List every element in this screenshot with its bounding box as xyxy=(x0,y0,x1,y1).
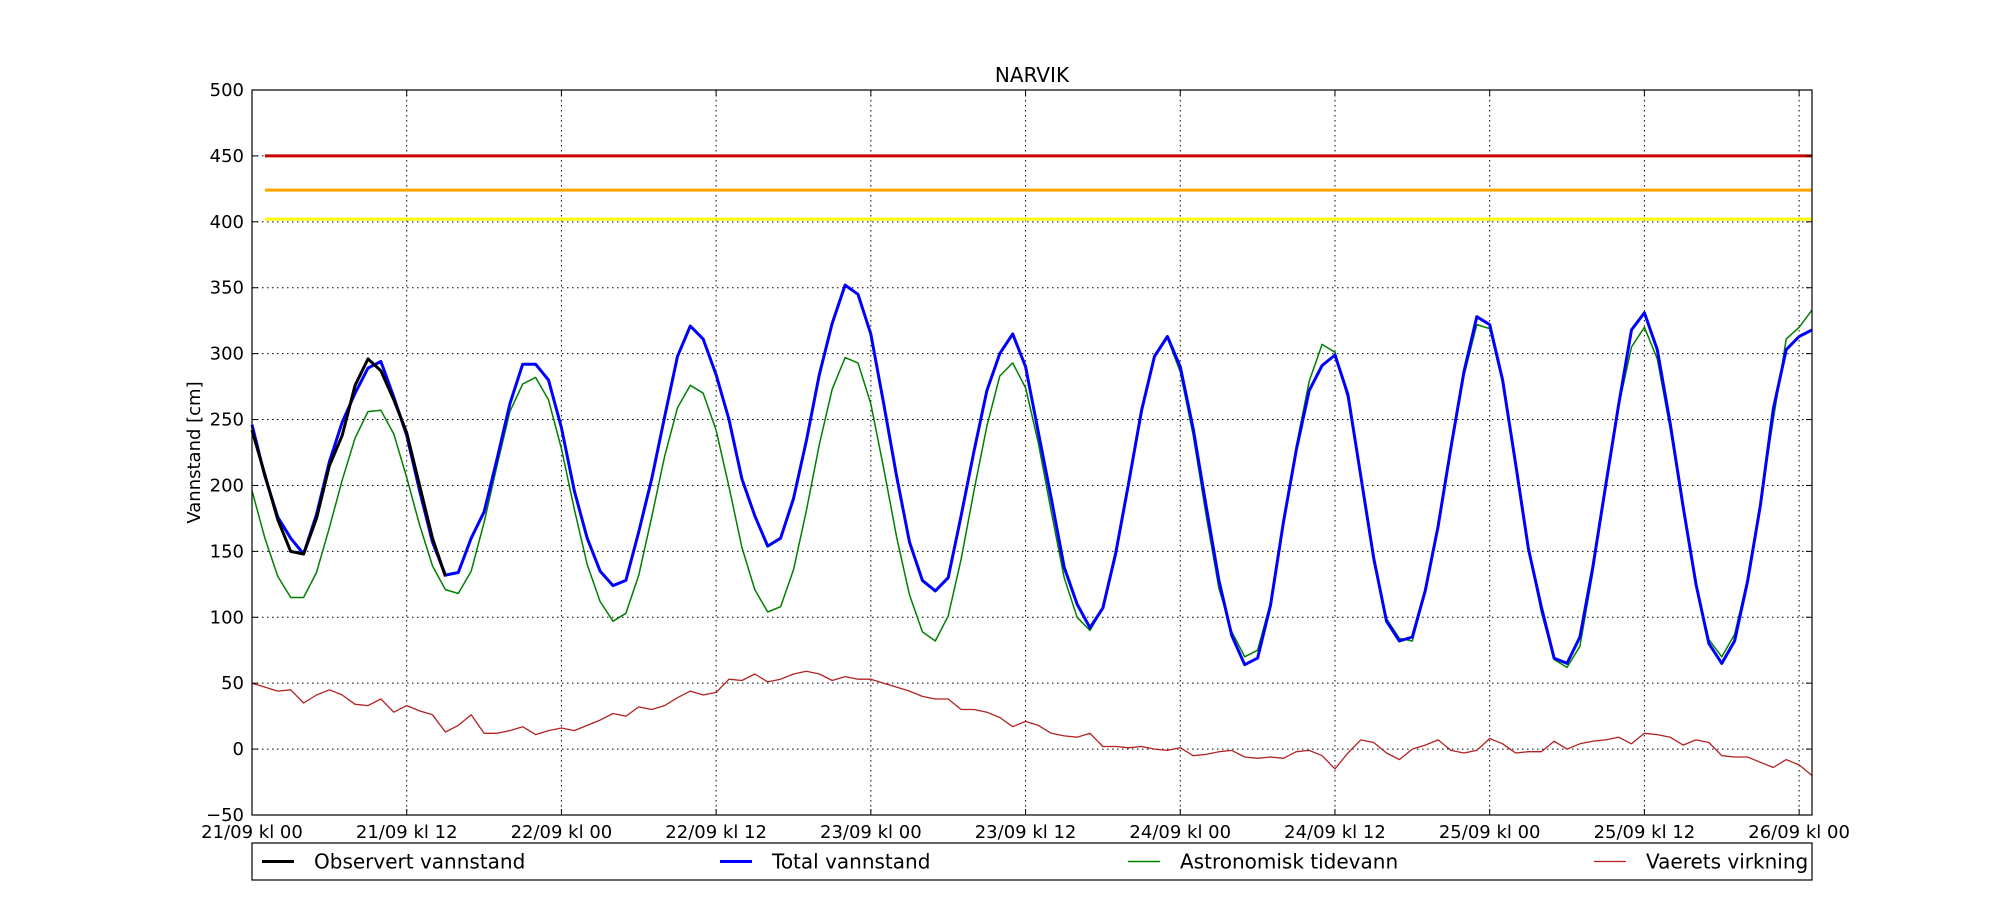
legend-label: Total vannstand xyxy=(771,850,930,874)
y-tick-label: 350 xyxy=(210,278,244,299)
x-tick-label: 21/09 kl 12 xyxy=(356,822,458,843)
series-lines xyxy=(250,283,1813,777)
x-tick-label: 26/09 kl 00 xyxy=(1748,822,1850,843)
x-tick-label: 24/09 kl 00 xyxy=(1129,822,1231,843)
series-line-3 xyxy=(251,670,1813,777)
x-tick-label: 21/09 kl 00 xyxy=(201,822,303,843)
y-tick-label: 50 xyxy=(221,673,244,694)
y-tick-label: 250 xyxy=(210,410,244,431)
x-tick-label: 25/09 kl 12 xyxy=(1594,822,1696,843)
legend: Observert vannstand Total vannstand Astron… xyxy=(251,842,1813,881)
x-tick-label: 23/09 kl 00 xyxy=(820,822,922,843)
y-tick-label: 0 xyxy=(233,739,244,760)
y-tick-label: 400 xyxy=(210,212,244,233)
y-tick-label: 200 xyxy=(210,475,244,496)
y-tick-label: 100 xyxy=(210,607,244,628)
y-tick-label: 150 xyxy=(210,541,244,562)
y-tick-label: −50 xyxy=(206,805,244,826)
y-tick-label: 450 xyxy=(210,146,244,167)
grid-lines xyxy=(252,90,1812,815)
series-line-1 xyxy=(250,283,1813,667)
legend-label: Vaerets virkning xyxy=(1646,850,1808,874)
legend-label: Astronomisk tidevann xyxy=(1180,850,1398,874)
x-tick-label: 22/09 kl 12 xyxy=(665,822,767,843)
reference-lines xyxy=(264,154,1812,221)
x-tick-label: 25/09 kl 00 xyxy=(1439,822,1541,843)
chart-title: NARVIK xyxy=(995,63,1070,87)
plot-frame xyxy=(251,89,1813,816)
x-tick-label: 23/09 kl 12 xyxy=(975,822,1077,843)
x-tick-label: 24/09 kl 12 xyxy=(1284,822,1386,843)
series-line-0 xyxy=(250,357,447,577)
axis-ticks: −50 0 50 100 150 200 250 300 350 400 450 500 21/09 k… xyxy=(201,80,1850,843)
x-tick-label: 22/09 kl 00 xyxy=(511,822,613,843)
y-tick-label: 500 xyxy=(210,80,244,101)
legend-box xyxy=(251,842,1813,881)
y-axis-label: Vannstand [cm] xyxy=(184,381,205,523)
legend-label: Observert vannstand xyxy=(314,850,525,874)
y-tick-label: 300 xyxy=(210,344,244,365)
